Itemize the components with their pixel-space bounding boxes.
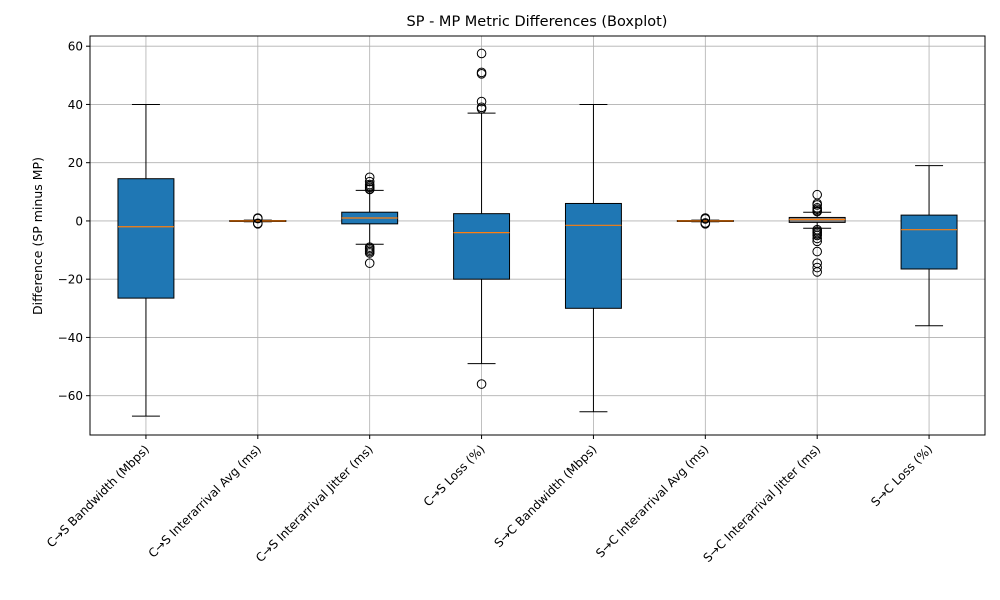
outlier-point: [812, 236, 822, 247]
box-series-4: [453, 48, 511, 389]
outlier-point: [253, 213, 263, 224]
outlier-point: [364, 184, 375, 195]
outlier-point: [476, 104, 487, 114]
y-tick-label: 20: [68, 156, 83, 170]
plot-area-frame: [89, 35, 986, 436]
boxes-group: [117, 48, 958, 417]
y-axis-ticks: −60 −40 −20 0 20 40 60: [58, 40, 90, 403]
outlier-point: [812, 267, 822, 277]
outlier-point: [476, 48, 487, 59]
y-tick-label: −60: [58, 389, 83, 403]
box-series-1: [117, 103, 175, 417]
outlier-point: [364, 176, 375, 187]
iqr-box: [564, 202, 622, 309]
y-tick-label: 40: [68, 98, 83, 112]
outlier-point: [253, 219, 263, 229]
box-series-5: [564, 103, 622, 413]
y-tick-label: 0: [75, 214, 83, 228]
iqr-box: [900, 214, 958, 270]
box-series-8: [900, 165, 958, 327]
y-tick-label: −40: [58, 331, 83, 345]
outlier-point: [700, 214, 711, 224]
outlier-point: [812, 262, 822, 273]
box-series-7: [788, 189, 846, 277]
outlier-point: [476, 69, 487, 79]
box-series-3: [341, 172, 399, 268]
outlier-point: [812, 206, 822, 217]
box-series-6: [676, 213, 734, 229]
outlier-point: [364, 258, 375, 268]
y-tick-label: 60: [68, 40, 83, 54]
chart-title: SP - MP Metric Differences (Boxplot): [407, 14, 668, 30]
outlier-point: [476, 379, 487, 389]
outlier-point: [812, 230, 822, 241]
outlier-point: [812, 246, 822, 257]
y-axis-label: Difference (SP minus MP): [30, 157, 45, 315]
outlier-point: [364, 248, 375, 258]
y-tick-label: −20: [58, 273, 83, 287]
outlier-point: [700, 219, 711, 229]
iqr-box: [117, 178, 175, 299]
iqr-box: [453, 213, 511, 280]
outlier-point: [812, 233, 822, 244]
outlier-point: [476, 96, 487, 107]
outlier-point: [812, 200, 822, 210]
box-series-2: [229, 213, 287, 229]
